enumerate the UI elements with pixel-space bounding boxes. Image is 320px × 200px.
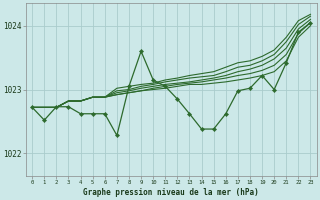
X-axis label: Graphe pression niveau de la mer (hPa): Graphe pression niveau de la mer (hPa) <box>84 188 259 197</box>
